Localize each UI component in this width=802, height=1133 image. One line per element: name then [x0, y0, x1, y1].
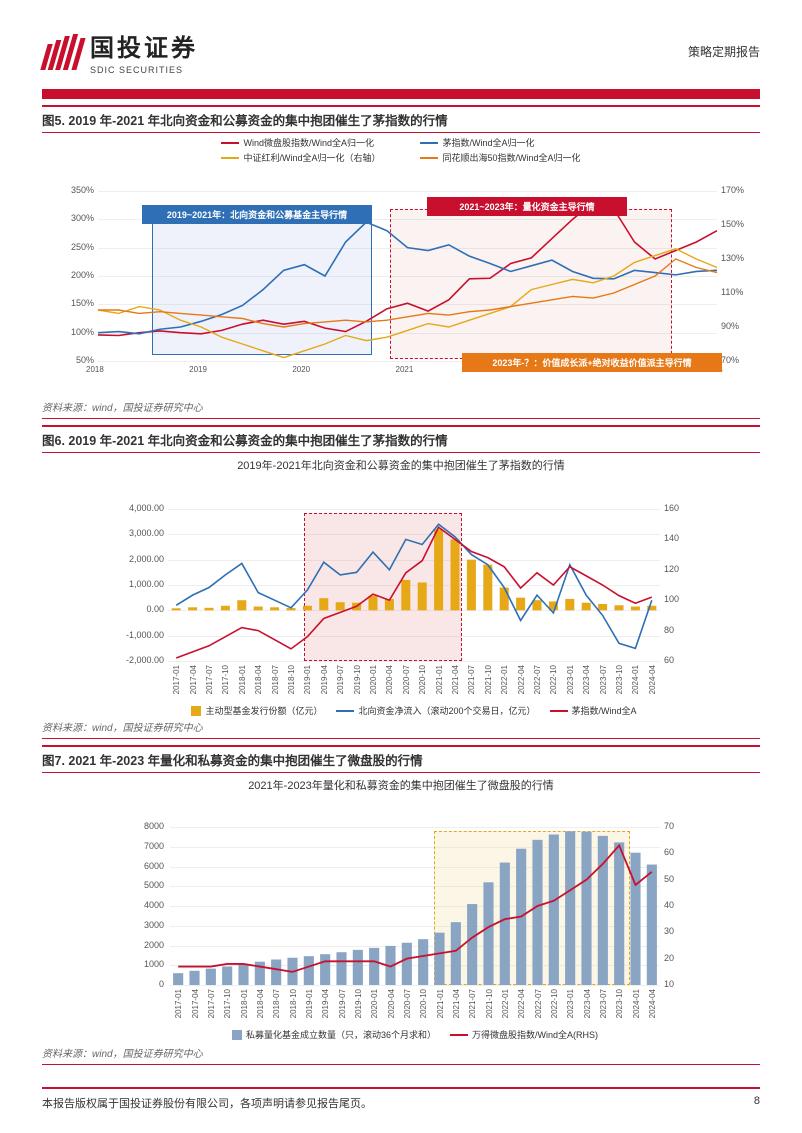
chart6-subtitle: 2019年-2021年北向资金和公募资金的集中抱团催生了茅指数的行情 [42, 453, 760, 475]
report-type: 策略定期报告 [688, 43, 760, 60]
chart5-source: 资料来源：wind，国投证券研究中心 [42, 399, 760, 419]
header-accent-bar [42, 89, 760, 99]
chart6-title: 图6. 2019 年-2021 年北向资金和公募资金的集中抱团催生了茅指数的行情 [42, 430, 760, 449]
footer-copyright: 本报告版权属于国投证券股份有限公司，各项声明请参见报告尾页。 [42, 1095, 372, 1111]
chart7-source: 资料来源：wind，国投证券研究中心 [42, 1045, 760, 1065]
logo: 国投证券 SDIC SECURITIES [42, 28, 198, 75]
chart7-section: 图7. 2021 年-2023 年量化和私募资金的集中抱团催生了微盘股的行情 2… [42, 745, 760, 1065]
page-footer: 本报告版权属于国投证券股份有限公司，各项声明请参见报告尾页。 8 [42, 1087, 760, 1111]
chart6-section: 图6. 2019 年-2021 年北向资金和公募资金的集中抱团催生了茅指数的行情… [42, 425, 760, 739]
chart5-title: 图5. 2019 年-2021 年北向资金和公募资金的集中抱团催生了茅指数的行情 [42, 110, 760, 129]
chart6-canvas: -2,000.00-1,000.000.001,000.002,000.003,… [42, 475, 760, 717]
company-name-en: SDIC SECURITIES [90, 65, 198, 75]
chart5-canvas: 50%100%150%200%250%300%350%70%90%110%130… [42, 167, 760, 397]
footer-page-number: 8 [754, 1095, 760, 1111]
chart6-source: 资料来源：wind，国投证券研究中心 [42, 719, 760, 739]
chart7-canvas: 0100020003000400050006000700080001020304… [42, 795, 760, 1043]
company-name-cn: 国投证券 [90, 28, 198, 63]
chart5-legend: Wind微盘股指数/Wind全A归一化中证红利/Wind全A归一化（右轴）茅指数… [42, 133, 760, 167]
logo-mark-icon [42, 34, 82, 70]
chart5-section: 图5. 2019 年-2021 年北向资金和公募资金的集中抱团催生了茅指数的行情… [42, 105, 760, 419]
chart7-subtitle: 2021年-2023年量化和私募资金的集中抱团催生了微盘股的行情 [42, 773, 760, 795]
chart7-title: 图7. 2021 年-2023 年量化和私募资金的集中抱团催生了微盘股的行情 [42, 750, 760, 769]
page-header: 国投证券 SDIC SECURITIES 策略定期报告 [0, 0, 802, 81]
